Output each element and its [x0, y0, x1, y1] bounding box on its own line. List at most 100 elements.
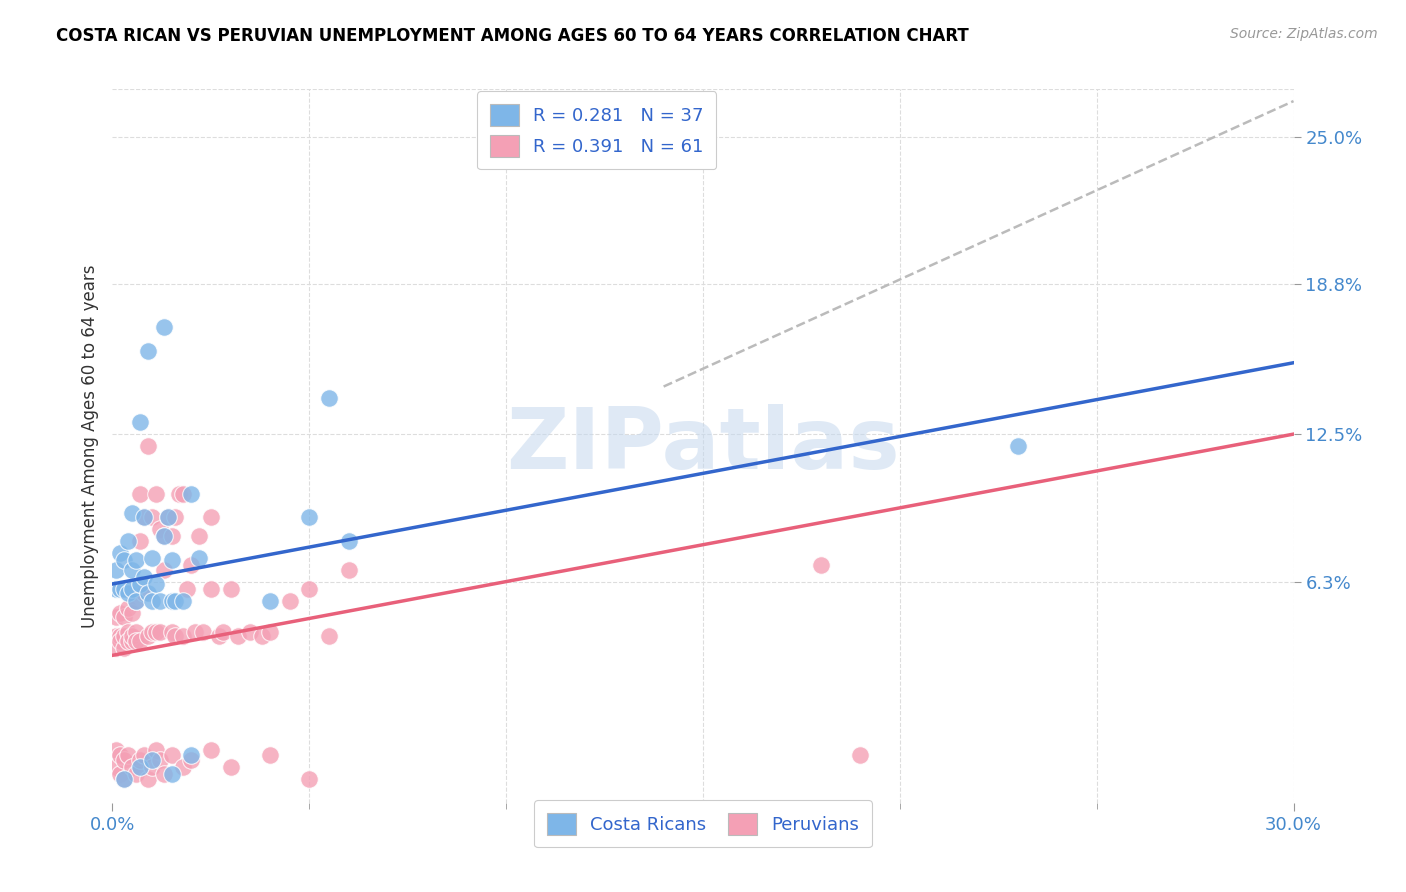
Point	[180, 486, 202, 500]
Point	[125, 553, 148, 567]
Point	[129, 634, 152, 648]
Point	[180, 558, 202, 572]
Point	[165, 593, 187, 607]
Point	[112, 641, 135, 656]
Point	[125, 634, 148, 648]
Point	[129, 753, 152, 767]
Point	[132, 748, 155, 763]
Point	[145, 486, 167, 500]
Point	[160, 624, 183, 639]
Legend: Costa Ricans, Peruvians: Costa Ricans, Peruvians	[534, 800, 872, 847]
Point	[105, 563, 128, 577]
Point	[141, 753, 163, 767]
Point	[200, 510, 222, 524]
Point	[117, 748, 139, 763]
Point	[132, 510, 155, 524]
Point	[110, 767, 132, 781]
Point	[160, 767, 183, 781]
Point	[141, 593, 163, 607]
Point	[110, 582, 132, 596]
Point	[849, 748, 872, 763]
Point	[117, 534, 139, 549]
Point	[228, 629, 250, 643]
Point	[165, 510, 187, 524]
Point	[180, 753, 202, 767]
Point	[121, 563, 143, 577]
Point	[191, 624, 214, 639]
Point	[337, 563, 360, 577]
Point	[105, 610, 128, 624]
Point	[112, 772, 135, 786]
Point	[298, 772, 321, 786]
Point	[278, 593, 301, 607]
Point	[132, 510, 155, 524]
Point	[160, 748, 183, 763]
Point	[105, 582, 128, 596]
Point	[259, 593, 281, 607]
Point	[149, 593, 172, 607]
Point	[105, 629, 128, 643]
Point	[121, 760, 143, 774]
Point	[141, 760, 163, 774]
Point	[149, 624, 172, 639]
Point	[105, 743, 128, 757]
Point	[337, 534, 360, 549]
Point	[298, 510, 321, 524]
Point	[152, 767, 174, 781]
Point	[156, 510, 179, 524]
Point	[110, 546, 132, 560]
Point	[152, 529, 174, 543]
Point	[152, 563, 174, 577]
Point	[211, 624, 233, 639]
Point	[132, 586, 155, 600]
Point	[145, 624, 167, 639]
Text: COSTA RICAN VS PERUVIAN UNEMPLOYMENT AMONG AGES 60 TO 64 YEARS CORRELATION CHART: COSTA RICAN VS PERUVIAN UNEMPLOYMENT AMO…	[56, 27, 969, 45]
Point	[219, 582, 242, 596]
Point	[810, 558, 832, 572]
Point	[160, 593, 183, 607]
Point	[125, 593, 148, 607]
Point	[160, 529, 183, 543]
Point	[117, 600, 139, 615]
Point	[112, 553, 135, 567]
Point	[129, 760, 152, 774]
Point	[169, 486, 191, 500]
Point	[208, 629, 231, 643]
Point	[141, 624, 163, 639]
Point	[121, 582, 143, 596]
Point	[141, 510, 163, 524]
Point	[200, 743, 222, 757]
Point	[117, 586, 139, 600]
Point	[129, 486, 152, 500]
Point	[117, 634, 139, 648]
Point	[259, 624, 281, 639]
Point	[110, 606, 132, 620]
Point	[259, 748, 281, 763]
Point	[184, 624, 207, 639]
Point	[298, 582, 321, 596]
Point	[125, 767, 148, 781]
Point	[180, 748, 202, 763]
Point	[121, 634, 143, 648]
Point	[172, 486, 194, 500]
Point	[318, 629, 340, 643]
Point	[105, 641, 128, 656]
Point	[112, 582, 135, 596]
Point	[176, 582, 198, 596]
Point	[105, 760, 128, 774]
Point	[145, 743, 167, 757]
Point	[145, 577, 167, 591]
Point	[121, 629, 143, 643]
Point	[152, 320, 174, 334]
Point	[200, 582, 222, 596]
Point	[112, 610, 135, 624]
Point	[112, 753, 135, 767]
Y-axis label: Unemployment Among Ages 60 to 64 years: Unemployment Among Ages 60 to 64 years	[80, 264, 98, 628]
Point	[112, 772, 135, 786]
Point	[129, 577, 152, 591]
Point	[121, 506, 143, 520]
Point	[132, 570, 155, 584]
Point	[117, 624, 139, 639]
Point	[250, 629, 273, 643]
Text: Source: ZipAtlas.com: Source: ZipAtlas.com	[1230, 27, 1378, 41]
